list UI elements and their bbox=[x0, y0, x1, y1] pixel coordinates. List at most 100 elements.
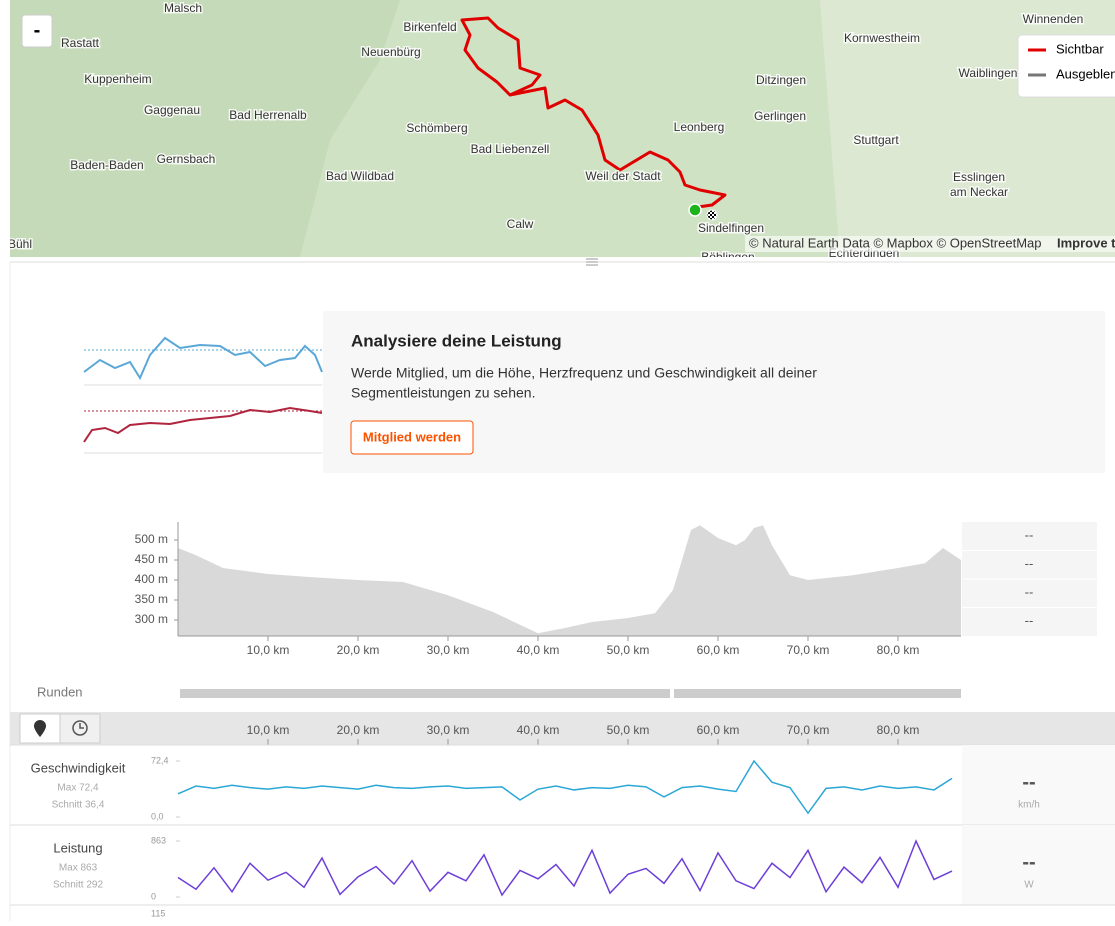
lap-bar[interactable] bbox=[180, 689, 670, 698]
x-tick-label: 70,0 km bbox=[787, 643, 830, 657]
y-tick-label: 300 m bbox=[135, 612, 168, 626]
stream-name: Geschwindigkeit bbox=[31, 760, 126, 775]
x-tick-label: 60,0 km bbox=[697, 723, 740, 737]
stream-side-panel bbox=[962, 745, 1115, 825]
y-tick-label: 72,4 bbox=[151, 755, 169, 765]
town-label: Gaggenau bbox=[144, 103, 200, 117]
town-label: Stuttgart bbox=[853, 133, 899, 147]
map[interactable]: Malsch Rastatt Kuppenheim Gaggenau Bad Herre… bbox=[8, 0, 1115, 264]
zoom-out-button[interactable] bbox=[21, 14, 53, 48]
side-value: -- bbox=[1025, 528, 1034, 543]
town-label: Gerlingen bbox=[754, 109, 806, 123]
town-label: Sindelfingen bbox=[698, 221, 764, 235]
x-tick-label: 80,0 km bbox=[877, 723, 920, 737]
route bbox=[460, 16, 727, 209]
town-label: Kornwestheim bbox=[844, 31, 920, 45]
y-tick-label: 500 m bbox=[135, 532, 168, 546]
stream-name: Leistung bbox=[53, 840, 102, 855]
y-tick-label: 0 bbox=[151, 891, 156, 901]
x-tick-label: 40,0 km bbox=[517, 723, 560, 737]
promo-image bbox=[82, 311, 323, 473]
town-label: Esslingen bbox=[953, 170, 1005, 184]
town-label: Weil der Stadt bbox=[585, 169, 661, 183]
x-tick-label: 40,0 km bbox=[517, 643, 560, 657]
stream-side-panel bbox=[962, 825, 1115, 905]
y-tick-label: 450 m bbox=[135, 552, 168, 566]
x-tick-label: 80,0 km bbox=[877, 643, 920, 657]
stream-max: Max 863 bbox=[59, 863, 98, 874]
town-label: Ditzingen bbox=[756, 73, 806, 87]
toolbar bbox=[10, 712, 1115, 745]
clock-icon bbox=[72, 720, 88, 736]
map-terrain bbox=[10, 0, 400, 257]
stream-side-value: -- bbox=[1022, 771, 1035, 793]
pin-icon bbox=[34, 720, 46, 737]
x-tick-label: 20,0 km bbox=[337, 643, 380, 657]
town-label: Leonberg bbox=[674, 120, 725, 134]
stream-line bbox=[177, 839, 953, 897]
stream-unit: km/h bbox=[1018, 800, 1040, 811]
clock-icon bbox=[79, 723, 84, 729]
town-label: Böblingen bbox=[701, 250, 754, 264]
x-tick-label: 30,0 km bbox=[427, 723, 470, 737]
x-tick-label: 50,0 km bbox=[607, 723, 650, 737]
stream-line bbox=[177, 759, 953, 815]
x-tick-label: 10,0 km bbox=[247, 723, 290, 737]
town-label: Bad Wildbad bbox=[326, 169, 394, 183]
x-tick-label: 50,0 km bbox=[607, 643, 650, 657]
y-tick-label: 115 bbox=[151, 908, 165, 918]
promo-title: Analysiere deine Leistung bbox=[351, 331, 562, 350]
promo-decoration bbox=[83, 336, 323, 381]
town-label: Bad Liebenzell bbox=[471, 142, 550, 156]
y-tick-label: 0,0 bbox=[151, 811, 164, 821]
town-label: Rastatt bbox=[61, 36, 100, 50]
join-button-label: Mitglied werden bbox=[363, 429, 461, 444]
x-tick-label: 10,0 km bbox=[247, 643, 290, 657]
y-tick-label: 863 bbox=[151, 835, 166, 845]
promo-decoration bbox=[83, 406, 323, 443]
town-label: Schömberg bbox=[406, 121, 467, 135]
finish-marker bbox=[706, 209, 718, 221]
legend-label: Sichtbar bbox=[1056, 41, 1104, 56]
stream-avg: Schnitt 292 bbox=[53, 880, 103, 891]
improve-map-link[interactable]: Improve this map bbox=[1057, 235, 1115, 250]
stream-avg: Schnitt 36,4 bbox=[52, 800, 105, 811]
elevation-area bbox=[178, 525, 961, 636]
stream-unit: W bbox=[1024, 880, 1034, 891]
town-label: Baden-Baden bbox=[70, 158, 143, 172]
promo-text: Segmentleistungen zu sehen. bbox=[351, 385, 535, 401]
town-label: am Neckar bbox=[950, 185, 1008, 199]
town-label: Kuppenheim bbox=[84, 72, 151, 86]
town-label: Waiblingen bbox=[959, 66, 1018, 80]
attribution: © Natural Earth Data © Mapbox © OpenStre… bbox=[749, 235, 1041, 250]
town-label: Gernsbach bbox=[157, 152, 216, 166]
lap-bar[interactable] bbox=[674, 689, 961, 698]
x-tick-label: 30,0 km bbox=[427, 643, 470, 657]
town-label: Bad Herrenalb bbox=[229, 108, 307, 122]
legend-label: Ausgeblendet bbox=[1056, 66, 1115, 81]
town-label: Calw bbox=[507, 217, 534, 231]
zoom-out-label: - bbox=[34, 19, 41, 41]
y-tick-label: 350 m bbox=[135, 592, 168, 606]
laps-label: Runden bbox=[37, 684, 83, 699]
x-tick-label: 60,0 km bbox=[697, 643, 740, 657]
resize-handle[interactable] bbox=[586, 258, 598, 266]
x-tick-label: 20,0 km bbox=[337, 723, 380, 737]
town-label: Neuenbürg bbox=[361, 45, 420, 59]
attribution-background bbox=[745, 236, 1115, 252]
side-value: -- bbox=[1025, 613, 1034, 628]
join-button[interactable] bbox=[350, 420, 474, 455]
town-label: Bühl bbox=[8, 237, 32, 251]
stream-max: Max 72,4 bbox=[57, 783, 99, 794]
town-label: Birkenfeld bbox=[403, 20, 456, 34]
promo-text: Werde Mitglied, um die Höhe, Herzfrequen… bbox=[351, 365, 817, 381]
stream-side-value: -- bbox=[1022, 851, 1035, 873]
start-marker bbox=[688, 203, 702, 217]
y-tick-label: 400 m bbox=[135, 572, 168, 586]
side-value: -- bbox=[1025, 556, 1034, 571]
town-label: Malsch bbox=[164, 1, 202, 15]
town-label: Winnenden bbox=[1023, 12, 1084, 26]
x-tick-label: 70,0 km bbox=[787, 723, 830, 737]
side-value: -- bbox=[1025, 585, 1034, 600]
